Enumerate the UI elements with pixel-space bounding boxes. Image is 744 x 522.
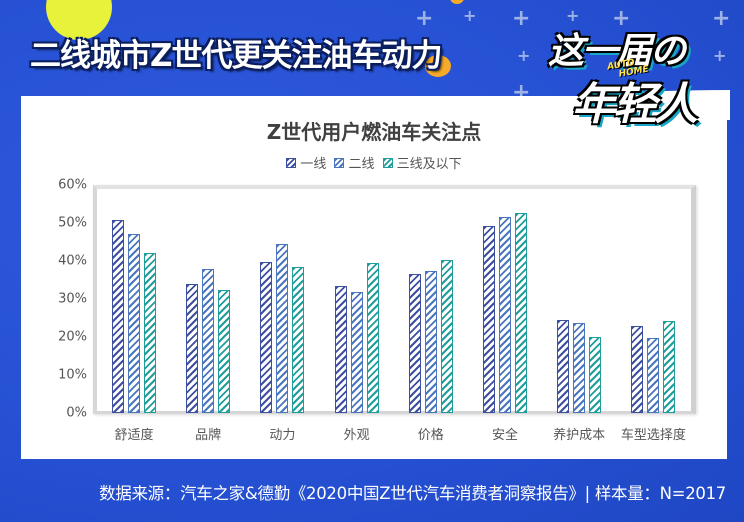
bar[interactable]	[589, 337, 602, 413]
legend-label: 三线及以下	[396, 157, 462, 172]
x-tick-label: 车型选择度	[620, 428, 686, 443]
bar[interactable]	[483, 226, 495, 413]
y-tick-label: 20%	[58, 329, 87, 345]
bar[interactable]	[292, 267, 305, 413]
bar[interactable]	[334, 286, 347, 413]
bar[interactable]	[202, 268, 215, 413]
y-tick-label: 0%	[66, 405, 87, 421]
badge-line2: 年轻人	[572, 79, 698, 130]
bar[interactable]	[350, 292, 363, 413]
data-source-footer: 数据来源：汽车之家&德勤《2020中国Z世代汽车消费者洞察报告》| 样本量：N=…	[99, 484, 726, 503]
y-tick-label: 50%	[58, 215, 87, 231]
x-tick-label: 舒适度	[114, 428, 154, 443]
bar[interactable]	[631, 325, 644, 413]
bar[interactable]	[663, 320, 676, 413]
x-tick-label: 价格	[417, 428, 444, 443]
plus-decoration: +	[415, 6, 434, 31]
y-tick-label: 10%	[58, 367, 87, 383]
bar[interactable]	[276, 243, 289, 413]
bar[interactable]	[647, 337, 660, 413]
plus-decoration: +	[512, 6, 531, 31]
orange-circle-decoration	[450, 0, 464, 4]
x-tick-label: 动力	[269, 428, 296, 443]
bar[interactable]	[499, 216, 511, 413]
x-tick-label: 品牌	[195, 428, 222, 443]
x-tick-label: 安全	[491, 428, 519, 443]
plus-decoration: +	[712, 6, 731, 31]
plot-area	[93, 185, 696, 414]
legend-item-tier1[interactable]: 一线	[286, 153, 326, 172]
bar[interactable]	[573, 322, 586, 413]
bar[interactable]	[366, 262, 379, 413]
legend-item-tier2[interactable]: 二线	[334, 153, 375, 172]
y-tick-label: 60%	[58, 177, 87, 193]
bar[interactable]	[424, 271, 437, 413]
legend-swatch-icon	[334, 157, 345, 168]
plus-decoration: +	[612, 6, 631, 31]
young-generation-badge: 这一届の AUTO HOME 年轻人	[548, 22, 728, 130]
y-tick-label: 30%	[58, 291, 87, 307]
chart-title: Z世代用户燃油车关注点	[266, 120, 482, 144]
bar[interactable]	[408, 274, 421, 413]
bar[interactable]	[260, 262, 273, 413]
x-tick-label: 外观	[343, 428, 370, 443]
bar[interactable]	[440, 260, 453, 413]
chart-legend: 一线 二线 三线及以下	[21, 153, 727, 172]
legend-label: 二线	[348, 157, 375, 172]
y-tick-label: 40%	[58, 253, 87, 269]
bar[interactable]	[557, 319, 570, 413]
bar[interactable]	[186, 283, 199, 413]
chart-card: Z世代用户燃油车关注点 一线 二线 三线及以下 0% 10% 20% 30% 40% 50…	[21, 96, 727, 459]
plus-decoration: +	[517, 46, 531, 65]
plus-decoration: +	[713, 46, 727, 65]
plus-decoration: +	[566, 6, 580, 25]
legend-swatch-icon	[382, 157, 393, 168]
bar[interactable]	[218, 289, 231, 413]
bar[interactable]	[144, 253, 156, 413]
orange-circle-decoration	[425, 55, 451, 77]
legend-item-tier3[interactable]: 三线及以下	[382, 153, 462, 172]
plus-decoration: +	[463, 6, 477, 25]
bar[interactable]	[112, 220, 124, 413]
bar[interactable]	[515, 213, 527, 413]
x-tick-label: 养护成本	[553, 428, 606, 443]
page-headline: 二线城市Z世代更关注油车动力	[30, 38, 442, 74]
bar[interactable]	[128, 234, 140, 413]
badge-line1: 这一届の	[548, 31, 686, 72]
legend-swatch-icon	[286, 157, 297, 168]
legend-label: 一线	[300, 157, 327, 172]
